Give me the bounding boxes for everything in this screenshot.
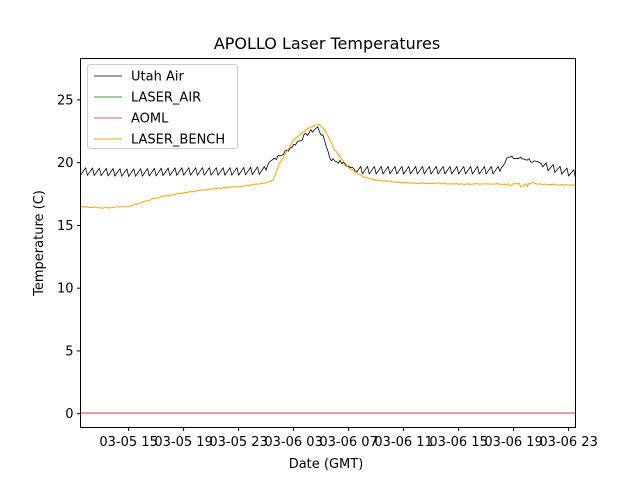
series-layer — [80, 123, 576, 414]
y-tick-label: 25 — [57, 93, 74, 108]
x-tick-label: 03-06 19 — [484, 435, 542, 450]
x-tick-label: 03-05 15 — [99, 435, 157, 450]
legend-entry-label: Utah Air — [131, 70, 184, 85]
y-tick-label: 10 — [57, 282, 74, 297]
legend-entry-label: LASER_BENCH — [131, 133, 225, 148]
x-tick-label: 03-05 19 — [154, 435, 212, 450]
x-tick-label: 03-06 03 — [264, 435, 322, 450]
plot-frame — [80, 58, 576, 428]
x-tick-label: 03-06 23 — [539, 435, 597, 450]
x-tick-label: 03-05 23 — [209, 435, 267, 450]
x-tick-label: 03-06 07 — [319, 435, 377, 450]
x-tick-label: 03-06 15 — [429, 435, 487, 450]
y-tick-label: 15 — [57, 219, 74, 234]
legend: Utah Air LASER_AIR AOML LASER_BENCH — [87, 64, 238, 149]
y-tick-label: 0 — [65, 407, 73, 422]
x-axis-label: Date (GMT) — [289, 457, 364, 472]
legend-entry-label: AOML — [131, 112, 169, 127]
y-axis-label: Temperature (C) — [32, 190, 47, 297]
legend-entry-label: LASER_AIR — [131, 91, 201, 106]
chart-title: APOLLO Laser Temperatures — [214, 34, 440, 53]
x-tick-label: 03-06 11 — [374, 435, 432, 450]
series-line-utah-air — [80, 126, 576, 178]
y-tick-label: 5 — [65, 344, 73, 359]
legend-box — [87, 64, 238, 149]
series-line-laser-bench — [80, 123, 576, 209]
y-tick-label: 20 — [57, 156, 74, 171]
y-axis: 0 5 10 15 20 25 — [57, 93, 81, 422]
